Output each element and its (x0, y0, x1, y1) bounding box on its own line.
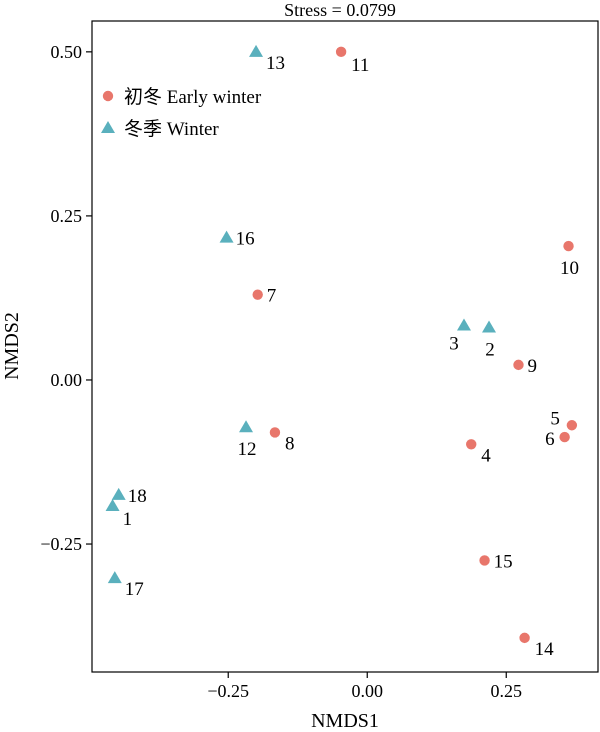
point-early-winter (559, 431, 570, 443)
point-winter (456, 318, 471, 331)
point-label: 11 (351, 55, 369, 76)
point-early-winter (519, 632, 530, 644)
point-winter (105, 498, 120, 511)
legend-marker-triangle (101, 121, 115, 133)
point-label: 7 (267, 286, 277, 307)
point-early-winter (335, 46, 347, 58)
point-label: 4 (481, 445, 491, 466)
y-tick-label: 0.25 (51, 206, 83, 226)
x-tick-label: 0.00 (351, 681, 383, 701)
point-early-winter (252, 289, 263, 300)
point-winter (249, 44, 264, 57)
point-label: 15 (494, 551, 513, 572)
point-early-winter (479, 555, 490, 566)
y-axis-title: NMDS2 (1, 312, 23, 380)
point-label: 6 (545, 429, 555, 450)
point-label: 18 (128, 486, 147, 507)
point-early-winter (563, 240, 574, 252)
point-label: 17 (125, 579, 144, 600)
legend-label: 冬季 Winter (124, 118, 219, 140)
point-label: 16 (236, 229, 255, 250)
point-early-winter (566, 420, 578, 431)
point-winter (111, 487, 126, 500)
point-label: 5 (550, 408, 560, 429)
point-winter (239, 420, 254, 433)
point-winter (482, 320, 497, 333)
point-early-winter (513, 359, 524, 371)
point-label: 14 (535, 639, 555, 660)
x-axis-title: NMDS1 (311, 710, 379, 732)
legend-label: 初冬 Early winter (124, 86, 262, 108)
point-label: 2 (485, 339, 495, 360)
y-tick-label: 0.50 (51, 42, 83, 62)
point-label: 9 (527, 356, 537, 377)
chart-title: Stress = 0.0799 (284, 0, 396, 20)
point-label: 8 (285, 433, 295, 454)
legend-marker-circle (102, 90, 114, 102)
x-tick-label: −0.25 (207, 681, 249, 701)
point-winter (107, 571, 122, 584)
point-label: 13 (266, 53, 285, 74)
axis-ticks: −0.25 0.00 0.25 −0.25 0.00 0.25 0.50 (40, 42, 522, 701)
legend: 初冬 Early winter 冬季 Winter (101, 86, 262, 140)
point-label: 3 (449, 334, 459, 355)
point-label: 12 (238, 439, 257, 460)
x-tick-label: 0.25 (491, 681, 523, 701)
point-label: 10 (560, 258, 579, 279)
plot-frame (91, 20, 599, 673)
y-tick-label: −0.25 (40, 534, 82, 554)
y-tick-label: 0.00 (51, 370, 83, 390)
point-early-winter (466, 439, 477, 450)
point-winter (219, 230, 234, 243)
point-early-winter (269, 427, 281, 438)
point-label: 1 (123, 509, 133, 530)
data-points: 11 10 7 9 56 8 4 15 14 13 16 3 2 12 181 17 (105, 44, 579, 660)
